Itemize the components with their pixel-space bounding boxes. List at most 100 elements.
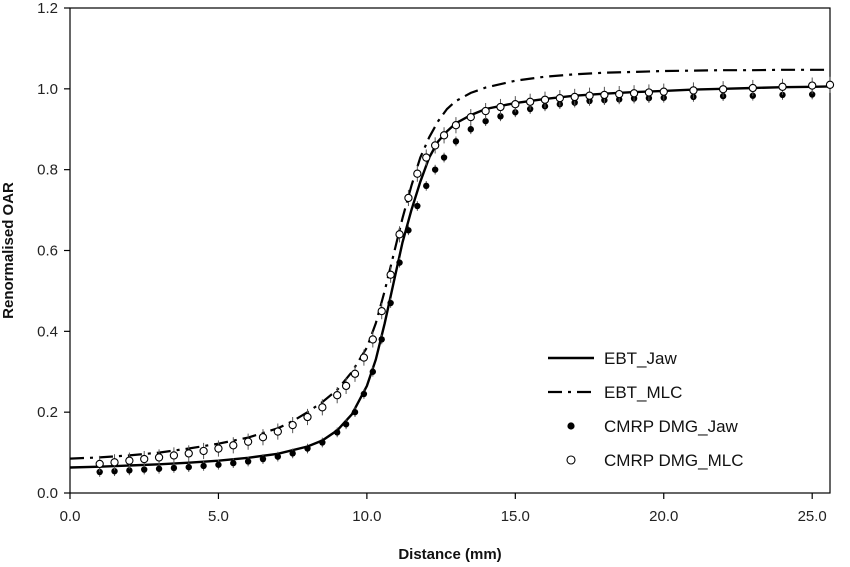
data-point [644, 88, 654, 97]
data-point [244, 458, 252, 465]
data-point [511, 100, 520, 109]
x-tick-label: 5.0 [208, 508, 229, 525]
data-point [466, 112, 475, 122]
data-point [304, 445, 311, 452]
x-tick-label: 10.0 [352, 508, 381, 525]
data-point [125, 456, 134, 465]
data-point [369, 368, 377, 375]
y-tick-label: 0.6 [37, 243, 58, 260]
data-point [360, 390, 368, 398]
data-point [481, 106, 490, 116]
data-point [808, 81, 817, 90]
data-point [431, 141, 440, 150]
data-point [273, 427, 282, 436]
legend-label-cmrp-dmg-mlc: CMRP DMG_MLC [604, 451, 743, 470]
x-axis-title: Distance (mm) [398, 546, 501, 563]
y-tick-label: 1.2 [37, 0, 58, 17]
data-point [318, 403, 327, 412]
data-point [184, 449, 193, 458]
data-point [482, 117, 489, 125]
data-point [359, 353, 369, 362]
data-point [600, 90, 609, 100]
data-point [395, 230, 404, 239]
x-tick-label: 0.0 [60, 508, 81, 525]
data-point [808, 91, 816, 98]
data-point [341, 381, 351, 391]
data-point [423, 182, 430, 190]
data-point [718, 85, 728, 94]
data-point [386, 270, 395, 279]
data-point [154, 453, 164, 462]
data-point [126, 467, 133, 474]
x-tick-label: 15.0 [501, 508, 530, 525]
data-point [555, 93, 564, 103]
data-point [396, 259, 403, 266]
data-point [540, 95, 550, 104]
legend-label-cmrp-dmg-jaw: CMRP DMG_Jaw [604, 417, 739, 436]
data-point [342, 421, 350, 428]
data-point [615, 89, 624, 99]
y-tick-label: 1.0 [37, 81, 58, 98]
legend-label-ebt-mlc: EBT_MLC [604, 383, 682, 402]
data-point [95, 459, 104, 469]
data-point [351, 408, 359, 416]
y-tick-label: 0.4 [37, 323, 58, 340]
data-point [333, 391, 342, 400]
data-point [440, 154, 448, 161]
legend-swatch-cmrp-dmg-jaw [567, 422, 575, 430]
data-point [243, 437, 253, 446]
data-point [585, 91, 594, 100]
series-points-cmrp-dmg-mlc [95, 76, 835, 472]
data-point [497, 113, 504, 120]
data-point [378, 336, 385, 343]
data-point [439, 131, 449, 140]
data-point [748, 83, 757, 93]
data-point [259, 455, 267, 463]
data-point [825, 80, 835, 89]
data-point [387, 299, 394, 307]
data-point [258, 433, 268, 442]
data-point [404, 193, 413, 203]
data-point [659, 87, 668, 96]
data-point [570, 92, 579, 102]
y-tick-label: 0.0 [37, 485, 58, 502]
data-point [140, 454, 149, 464]
y-axis-title: Renormalised OAR [0, 182, 17, 319]
data-point [377, 306, 386, 316]
data-point [319, 439, 326, 446]
legend: EBT_Jaw EBT_MLC CMRP DMG_Jaw CMRP DMG_MLC [548, 349, 743, 470]
y-tick-label: 0.2 [37, 404, 58, 421]
data-point [170, 464, 178, 472]
data-point [368, 335, 377, 344]
x-tick-label: 25.0 [798, 508, 827, 525]
data-point [288, 420, 297, 430]
data-point [405, 227, 412, 234]
y-tick-label: 0.8 [37, 162, 58, 179]
legend-label-ebt-jaw: EBT_Jaw [604, 349, 677, 368]
data-point [214, 444, 223, 453]
data-point [230, 459, 237, 467]
data-point [689, 86, 698, 95]
data-point [413, 169, 422, 178]
series-layer [69, 68, 835, 477]
data-point [229, 441, 238, 450]
data-point [452, 138, 460, 145]
data-point [289, 450, 296, 457]
data-point [778, 82, 787, 91]
data-point [333, 429, 341, 436]
x-tick-label: 20.0 [649, 508, 678, 525]
data-point [111, 467, 118, 475]
data-point [199, 446, 208, 456]
data-point [414, 202, 421, 210]
data-point [169, 451, 179, 460]
data-point [467, 126, 474, 133]
data-point [431, 166, 439, 173]
data-point [422, 153, 431, 162]
axes: 0.0 5.0 10.0 15.0 20.0 25.0 0.0 0.2 0.4 0.6 0.8 1.0… [37, 0, 827, 525]
data-point [200, 462, 207, 470]
data-point [274, 453, 282, 460]
data-point [779, 91, 786, 99]
data-point [496, 102, 505, 112]
legend-swatch-cmrp-dmg-mlc [566, 455, 576, 465]
